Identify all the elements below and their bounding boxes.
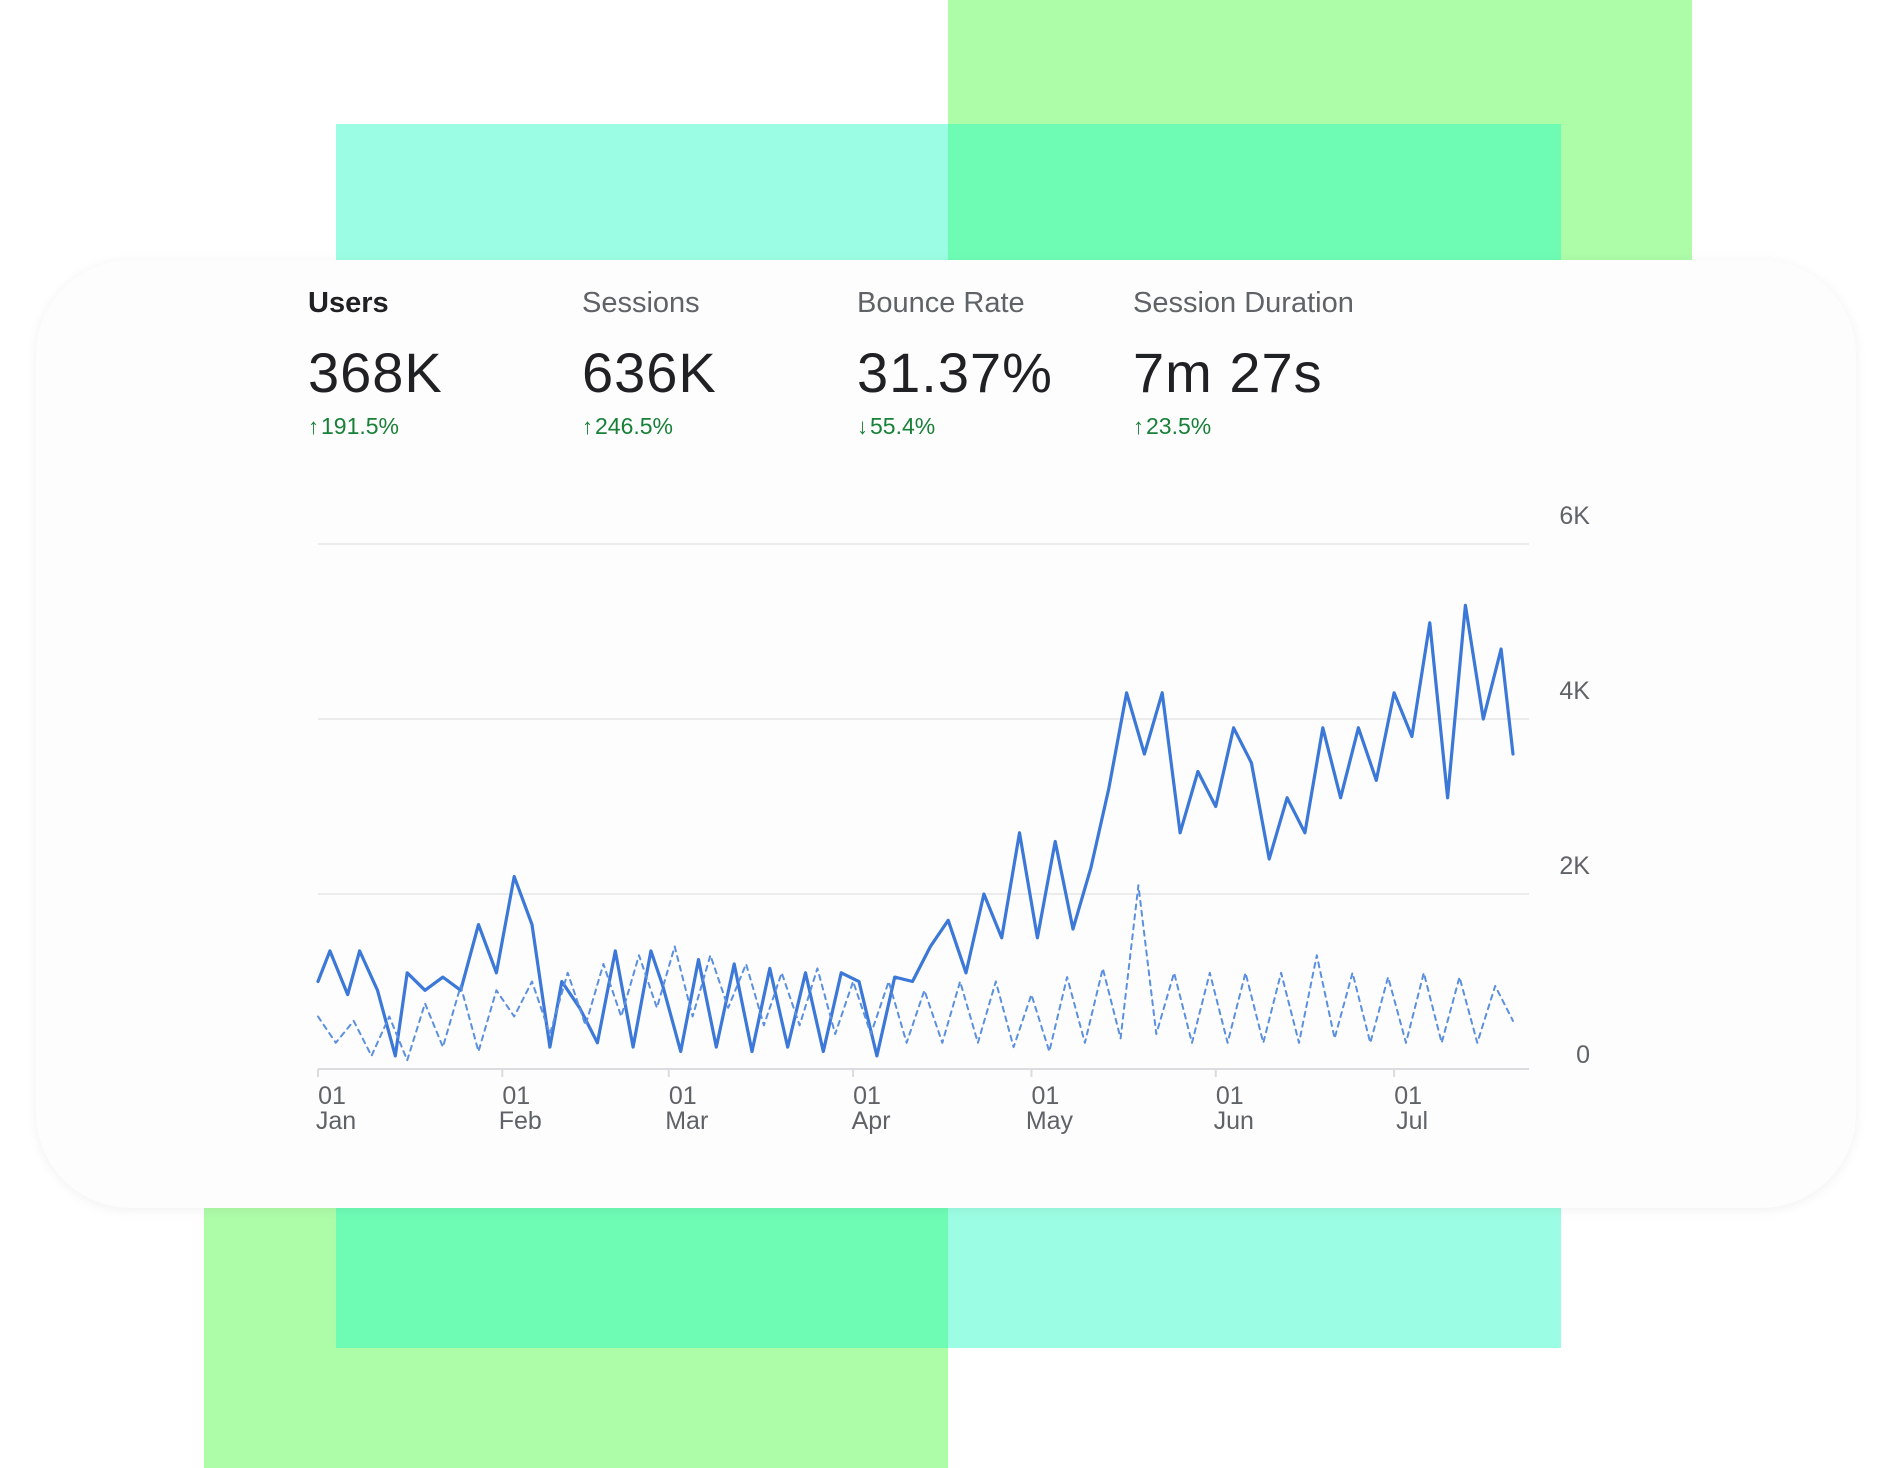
- x-tick-label-day: 01: [853, 1082, 881, 1110]
- x-tick-label-month: Jul: [1396, 1107, 1428, 1135]
- metric-users-tab[interactable]: Users 368K ↑ 191.5%: [308, 287, 443, 440]
- analytics-card: 0 2K 4K 6K 01 Jan 01 Feb 01 Mar 01 Apr 01 May 01 Jun 01 J…: [36, 260, 1856, 1208]
- y-tick-label: 2K: [1559, 852, 1590, 880]
- primary-series-line: [316, 603, 1515, 1058]
- x-tick-label-month: Jun: [1214, 1107, 1254, 1135]
- comparison-series-line: [317, 884, 1514, 1062]
- y-tick-label: 0: [1576, 1041, 1590, 1069]
- arrow-down-icon: ↓: [857, 413, 868, 439]
- arrow-up-icon: ↑: [308, 413, 319, 439]
- x-tick-label-day: 01: [1216, 1082, 1244, 1110]
- metric-change-value: 191.5%: [321, 413, 400, 439]
- x-tick-label-month: Apr: [852, 1107, 891, 1135]
- metric-label: Session Duration: [1133, 287, 1354, 319]
- metric-value: 368K: [308, 341, 443, 404]
- arrow-up-icon: ↑: [582, 413, 593, 439]
- metric-label: Sessions: [582, 287, 700, 319]
- metric-change: ↑ 246.5%: [582, 413, 717, 440]
- metric-sessions-tab[interactable]: Sessions 636K ↑ 246.5%: [582, 287, 717, 440]
- users-line-chart: 02K4K6K01Jan01Feb01Mar01Apr01May01Jun01J…: [316, 502, 1590, 1135]
- x-tick-label-month: May: [1026, 1107, 1074, 1135]
- x-tick-label-day: 01: [669, 1082, 697, 1110]
- metric-value: 31.37%: [857, 341, 1053, 404]
- metric-session-duration-tab[interactable]: Session Duration 7m 27s ↑ 23.5%: [1133, 287, 1354, 440]
- y-tick-label: 4K: [1559, 677, 1590, 705]
- y-tick-label: 6K: [1559, 502, 1590, 530]
- x-tick-label-month: Jan: [316, 1107, 356, 1135]
- metric-value: 7m 27s: [1133, 341, 1323, 404]
- x-tick-label-day: 01: [318, 1082, 346, 1110]
- x-tick-label-month: Feb: [499, 1107, 542, 1135]
- metric-change-value: 23.5%: [1146, 413, 1212, 439]
- metric-change: ↑ 191.5%: [308, 413, 443, 440]
- metric-bounce-rate-tab[interactable]: Bounce Rate 31.37% ↓ 55.4%: [857, 287, 1053, 440]
- metric-label: Bounce Rate: [857, 287, 1025, 319]
- metric-value: 636K: [582, 341, 717, 404]
- metric-change-value: 55.4%: [870, 413, 936, 439]
- x-tick-label-day: 01: [1394, 1082, 1422, 1110]
- metric-change-value: 246.5%: [595, 413, 674, 439]
- metric-change: ↓ 55.4%: [857, 413, 1053, 440]
- x-tick-label-month: Mar: [665, 1107, 708, 1135]
- metric-change: ↑ 23.5%: [1133, 413, 1354, 440]
- arrow-up-icon: ↑: [1133, 413, 1144, 439]
- metric-label: Users: [308, 287, 389, 319]
- x-tick-label-day: 01: [1032, 1082, 1060, 1110]
- x-tick-label-day: 01: [502, 1082, 530, 1110]
